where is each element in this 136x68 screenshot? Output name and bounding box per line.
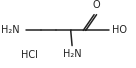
Text: H₂N: H₂N xyxy=(1,25,20,35)
Text: H₂N: H₂N xyxy=(63,49,81,59)
Text: O: O xyxy=(92,0,100,10)
Text: HO: HO xyxy=(112,25,126,35)
Text: HCl: HCl xyxy=(21,50,38,60)
